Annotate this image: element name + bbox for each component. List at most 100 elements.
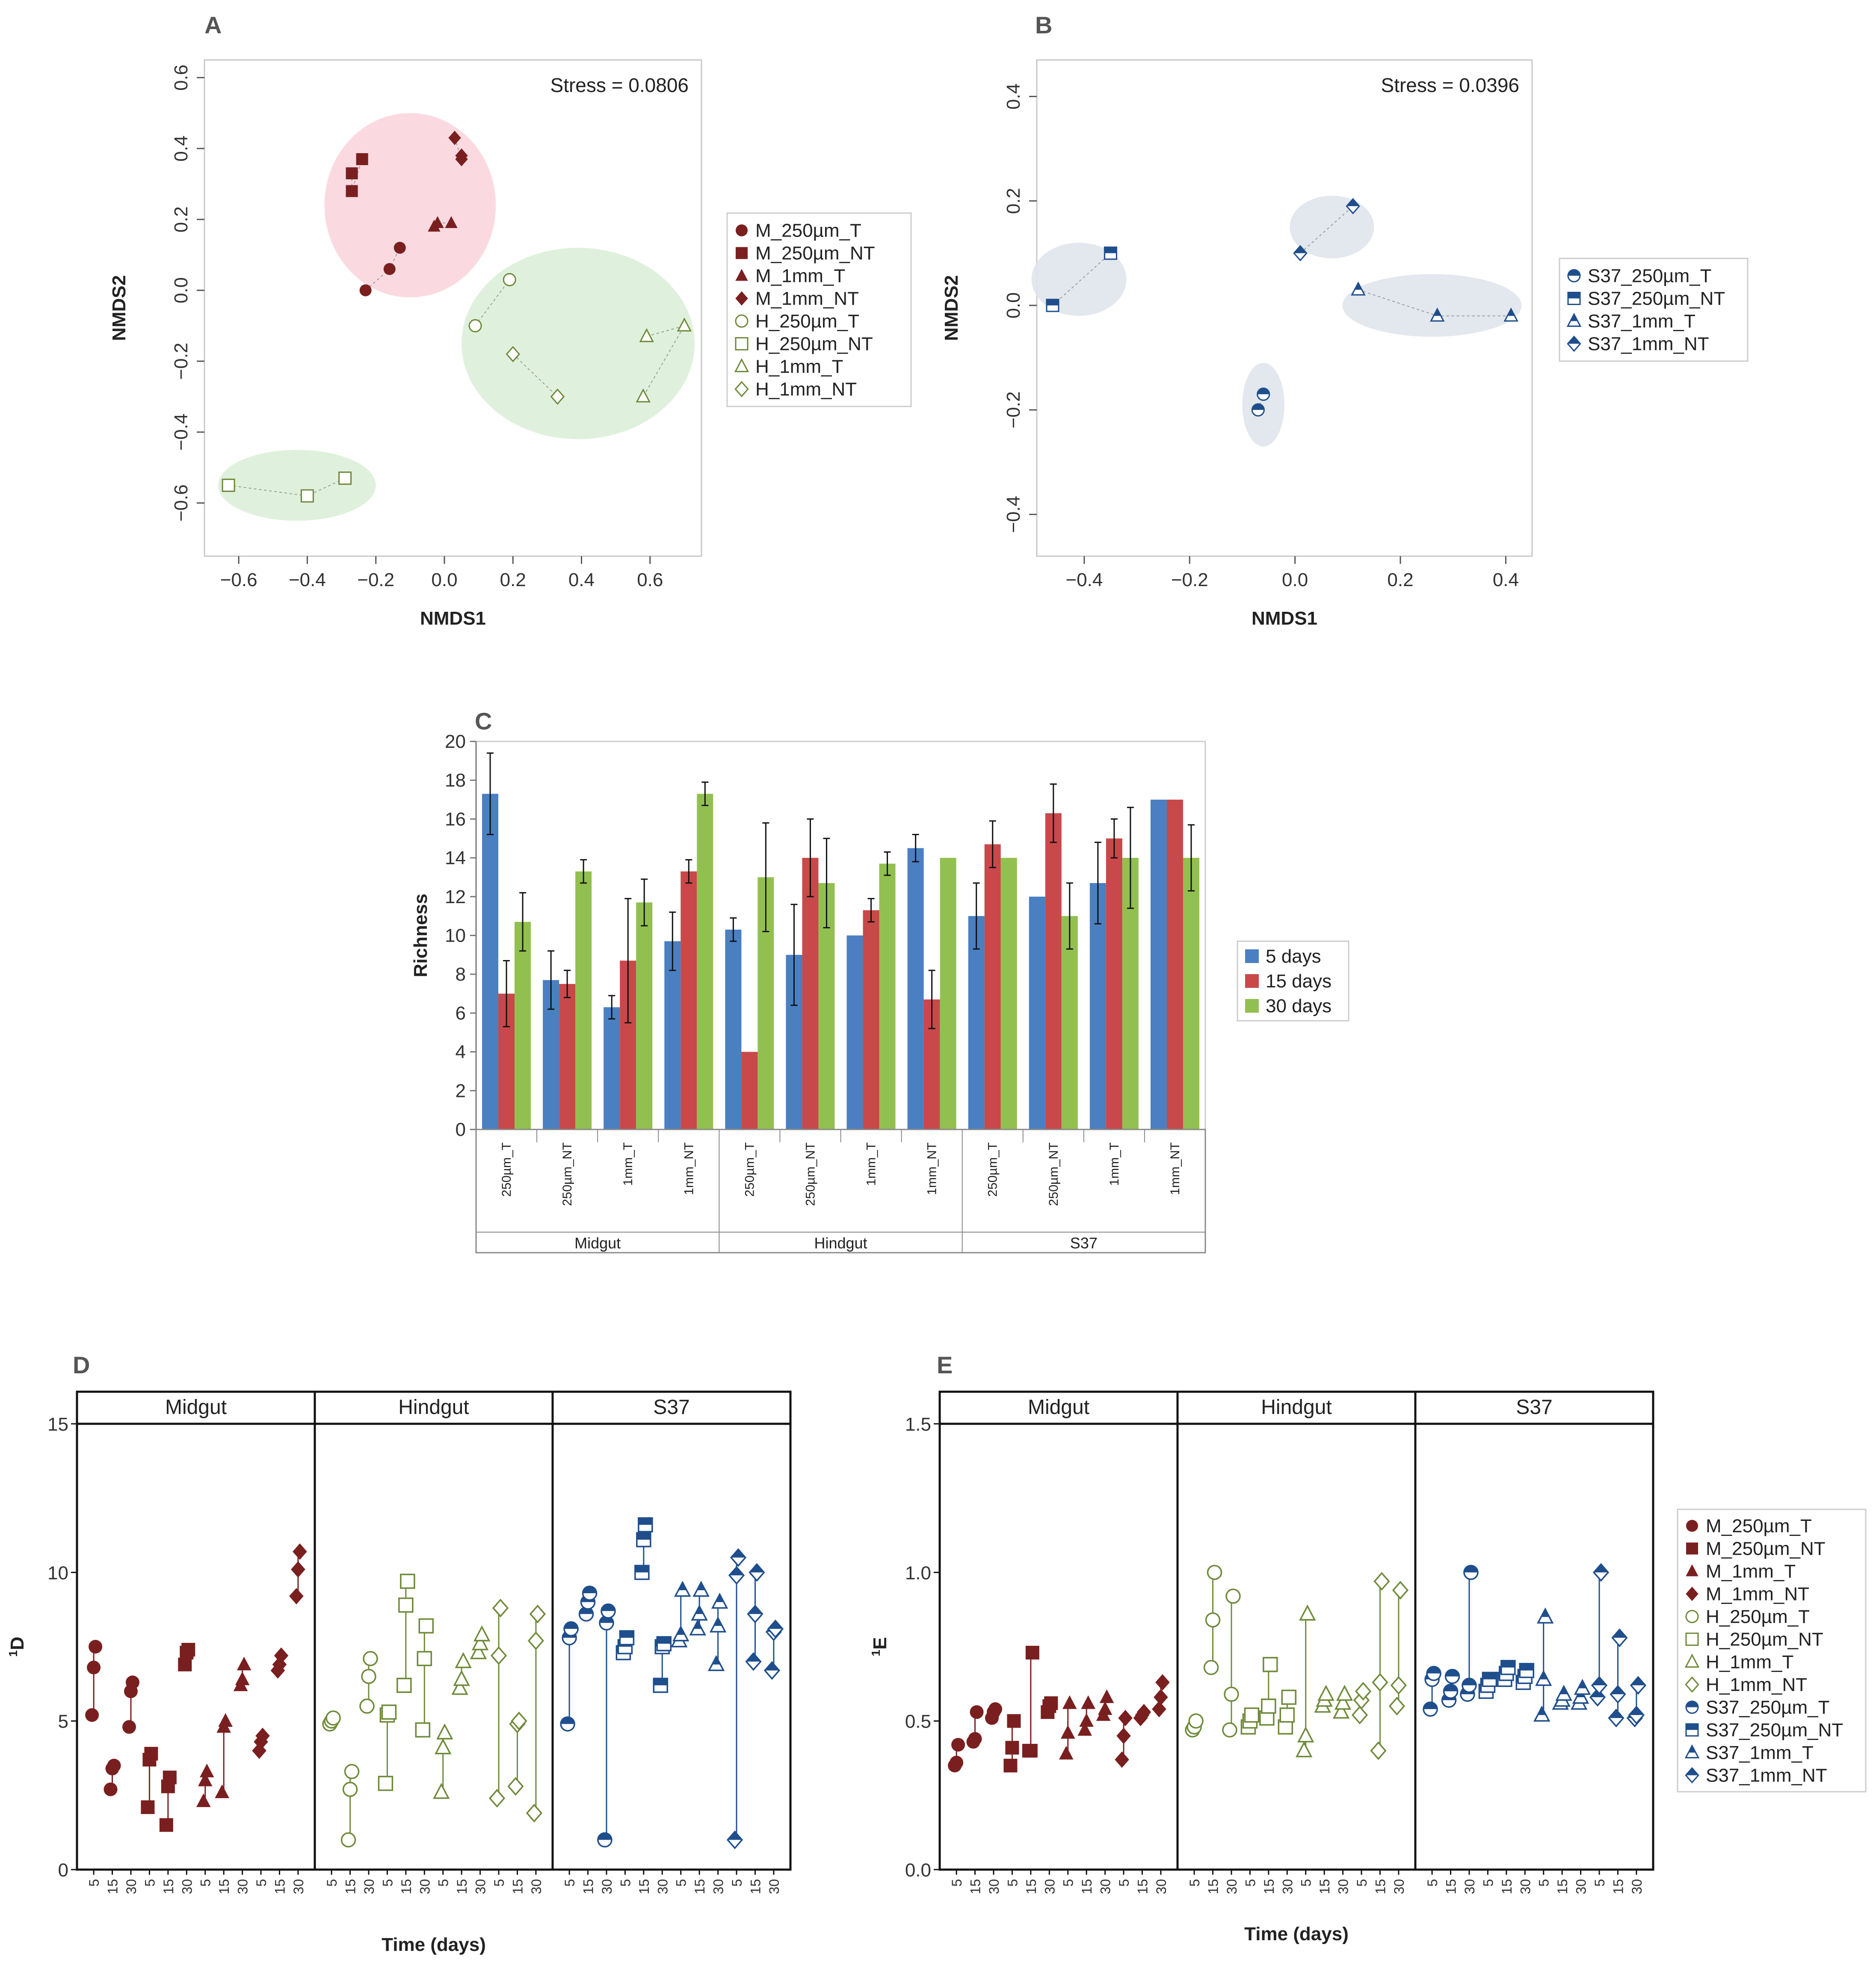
x-tick-label: −0.4 (289, 569, 326, 590)
x-tick-label: 0.4 (568, 569, 595, 590)
marker-shape (1007, 1714, 1021, 1728)
marker-fill (1686, 1701, 1698, 1707)
marker-shape (274, 1647, 289, 1664)
data-point (1500, 1660, 1516, 1675)
data-point (1003, 1758, 1018, 1772)
data-point (1224, 1686, 1239, 1702)
marker-shape (636, 388, 651, 403)
data-point (361, 1669, 376, 1684)
marker-fill (1252, 404, 1264, 410)
marker-shape (199, 1763, 214, 1778)
data-point (1591, 1676, 1608, 1695)
marker-shape (1024, 1744, 1038, 1758)
marker-fill (1568, 270, 1580, 276)
y-tick-label: 0.0 (905, 1860, 931, 1881)
marker-shape (1136, 1704, 1151, 1721)
data-point (677, 317, 692, 332)
data-point (689, 1619, 706, 1636)
legend-label: M_1mm_NT (1706, 1584, 1809, 1605)
data-point (1154, 1689, 1168, 1706)
panel-C: 0 2 4 6 8 10 12 14 16 18 20 Richness 250µm_T 250µm_NT… (410, 731, 1349, 1254)
data-point (490, 1646, 507, 1665)
data-point (749, 1563, 765, 1582)
marker-shape (455, 148, 468, 163)
bar-30-days (1000, 858, 1017, 1129)
marker-shape (1297, 1726, 1314, 1743)
y-tick-label: 0.2 (171, 206, 192, 232)
marker-fill (620, 1631, 634, 1638)
bar-15-days (984, 844, 1001, 1129)
legend-marker (735, 314, 749, 328)
marker-shape (338, 471, 352, 485)
data-point (215, 1784, 229, 1798)
data-point (141, 1800, 155, 1814)
marker-shape (1351, 1705, 1368, 1725)
time-tick: 30 (1336, 1879, 1351, 1894)
connector-3 (1300, 206, 1353, 254)
marker-fill (712, 1657, 721, 1665)
marker-fill (1427, 1666, 1441, 1674)
marker-shape (436, 1723, 453, 1740)
panel-A: −0.6 −0.4 −0.2 0.0 0.2 0.4 0.6 −0.6 −0.4 −0.2 0.0 0… (109, 59, 912, 629)
marker-shape (735, 314, 749, 328)
marker-shape (1299, 1604, 1316, 1621)
x-tick-label: −0.2 (1171, 569, 1208, 590)
data-point (1462, 1678, 1477, 1693)
group-label: S37 (1070, 1234, 1098, 1252)
data-point (181, 1642, 195, 1657)
marker-shape (1118, 1710, 1133, 1726)
data-point (1351, 1705, 1368, 1725)
marker-shape (435, 1738, 452, 1755)
data-point (433, 1783, 450, 1799)
y-tick-label: 4 (456, 1042, 466, 1063)
marker-shape (1188, 1713, 1204, 1729)
time-tick: 5 (436, 1879, 451, 1887)
data-point (235, 1672, 250, 1686)
data-point (692, 1580, 710, 1597)
time-tick: 5 (618, 1879, 633, 1887)
marker-shape (1098, 1701, 1113, 1715)
data-point (291, 1561, 305, 1578)
category-label: 1mm_T (864, 1142, 879, 1186)
bar-30-days (697, 794, 713, 1129)
time-tick: 30 (1042, 1879, 1057, 1894)
marker-shape (141, 1800, 155, 1814)
marker-shape (470, 1643, 487, 1660)
category-label: 250µm_T (500, 1142, 514, 1197)
marker-shape (361, 1669, 376, 1684)
data-point (356, 153, 368, 165)
data-point (1225, 1589, 1241, 1604)
data-point (1346, 198, 1360, 215)
marker-shape (468, 319, 482, 332)
marker-shape (1686, 1586, 1698, 1601)
data-point (431, 216, 444, 228)
facet-strip-S37: S37 (1516, 1396, 1552, 1419)
marker-shape (415, 1722, 431, 1738)
bar-5-days (968, 916, 985, 1129)
y-axis-superscript: 1 (6, 1650, 20, 1657)
time-tick: 5 (1005, 1879, 1020, 1887)
marker-shape (300, 489, 314, 503)
data-point (1152, 1701, 1166, 1718)
data-point (1351, 281, 1366, 296)
marker-shape (1077, 1722, 1092, 1736)
time-tick: 30 (655, 1879, 670, 1894)
data-point (144, 1747, 158, 1761)
marker-shape (503, 273, 516, 287)
data-point (728, 1566, 745, 1585)
time-tick: 15 (748, 1879, 763, 1894)
time-tick: 5 (86, 1879, 102, 1887)
data-point (988, 1702, 1002, 1716)
marker-shape (473, 1625, 491, 1642)
marker-shape (398, 1597, 414, 1613)
bar-5-days (907, 848, 924, 1129)
connector-4 (475, 279, 510, 326)
marker-fill (657, 1637, 671, 1644)
data-point (417, 1651, 432, 1666)
marker-shape (1059, 1746, 1074, 1760)
marker-shape (448, 130, 461, 145)
data-point (951, 1738, 965, 1752)
category-label: 1mm_NT (925, 1142, 939, 1195)
plot-frame (475, 741, 1206, 1130)
